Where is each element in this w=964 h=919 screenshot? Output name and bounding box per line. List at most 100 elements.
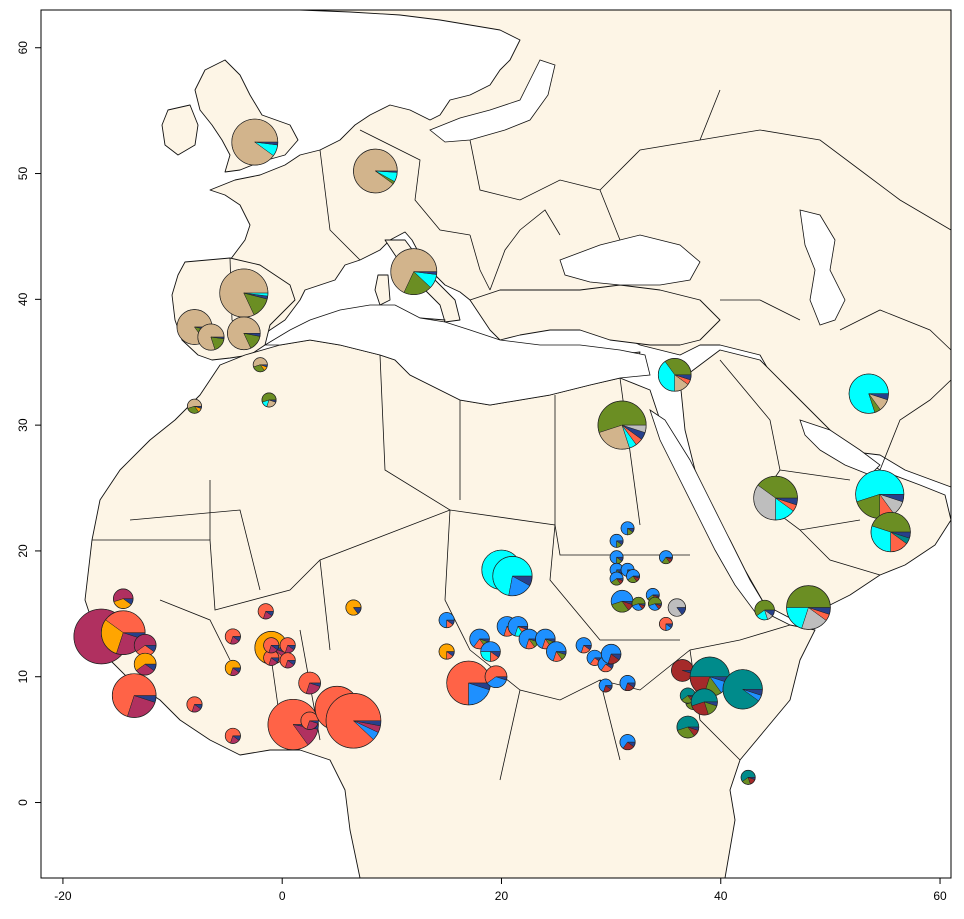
pie-marker	[224, 628, 241, 645]
x-tick-label: 0	[279, 889, 286, 903]
y-tick-label: 20	[16, 544, 30, 558]
pie-outline	[484, 665, 508, 689]
pie-marker	[345, 599, 362, 616]
pie-marker	[227, 316, 261, 351]
pie-marker	[690, 688, 718, 716]
pie-marker	[609, 571, 624, 586]
pie-marker	[870, 511, 911, 553]
pie-marker	[575, 637, 592, 654]
pie-marker	[546, 641, 567, 662]
pie-marker	[722, 669, 763, 710]
pie-marker	[298, 671, 321, 695]
axes-frame	[40, 9, 952, 879]
mediterranean-sea	[263, 304, 651, 406]
pie-marker	[469, 628, 490, 650]
pie-outline	[438, 612, 455, 629]
pie-outline	[575, 637, 592, 654]
pie-outline	[667, 598, 687, 617]
pie-outline	[325, 692, 382, 749]
pie-outline	[267, 698, 319, 751]
pie-marker	[659, 616, 673, 631]
pie-outline	[353, 148, 398, 194]
pie-marker	[620, 521, 635, 536]
pie-marker	[187, 398, 202, 414]
pie-outline	[279, 652, 296, 669]
pie-outline	[690, 688, 718, 716]
pie-outline	[546, 641, 567, 662]
pie-marker	[231, 118, 279, 166]
pie-layer	[73, 118, 911, 785]
pie-marker	[438, 643, 455, 660]
pie-outline	[657, 358, 692, 392]
pie-marker	[619, 734, 636, 751]
pie-outline	[438, 643, 455, 660]
pie-outline	[754, 599, 775, 621]
pie-outline	[786, 585, 831, 630]
pie-outline	[620, 521, 635, 536]
pie-marker	[133, 652, 157, 676]
pie-outline	[609, 571, 624, 586]
pie-marker	[754, 599, 775, 621]
pie-outline	[492, 556, 533, 597]
pie-outline	[597, 400, 647, 450]
pie-outline	[227, 316, 261, 351]
pie-marker	[848, 373, 889, 414]
pie-outline	[224, 659, 241, 676]
y-tick-label: 10	[16, 670, 30, 684]
pie-marker	[390, 248, 438, 296]
pie-marker	[648, 596, 662, 611]
pie-marker	[609, 550, 624, 565]
water-layer	[263, 59, 881, 613]
land-europe-asia	[174, 9, 952, 488]
pie-outline	[390, 248, 438, 296]
pie-outline	[224, 628, 241, 645]
pie-marker	[492, 556, 533, 597]
pie-marker	[446, 660, 491, 706]
caspian-sea	[799, 209, 846, 326]
pie-marker	[480, 641, 501, 662]
pie-marker	[219, 268, 269, 318]
pie-outline	[659, 550, 673, 565]
pie-marker	[224, 659, 241, 676]
pie-marker	[438, 612, 455, 629]
pie-outline	[619, 734, 636, 751]
pie-outline	[300, 711, 319, 730]
pie-outline	[507, 616, 529, 637]
pie-marker	[111, 673, 157, 718]
pie-outline	[252, 357, 268, 373]
pie-outline	[197, 323, 225, 351]
pie-outline	[753, 475, 798, 521]
pie-marker	[257, 603, 274, 620]
land-sardinia	[374, 274, 391, 306]
pie-outline	[133, 652, 157, 676]
pie-marker	[610, 589, 634, 613]
pie-outline	[870, 511, 911, 553]
pie-marker	[740, 769, 756, 785]
pie-outline	[609, 533, 624, 548]
pie-marker	[753, 475, 798, 521]
pie-marker	[855, 469, 905, 519]
pie-outline	[111, 673, 157, 718]
pie-marker	[484, 665, 508, 689]
pie-marker	[261, 392, 277, 408]
x-tick-label: 20	[495, 889, 509, 903]
pie-outline	[480, 641, 501, 662]
pie-marker	[197, 323, 225, 351]
pie-marker	[598, 678, 613, 693]
pie-outline	[186, 696, 203, 713]
pie-outline	[100, 610, 146, 655]
pie-marker	[609, 533, 624, 548]
y-tick-label: 50	[16, 167, 30, 181]
pie-outline	[659, 616, 673, 631]
x-tick-label: 40	[714, 889, 728, 903]
pie-marker	[597, 400, 647, 450]
pie-marker	[263, 637, 280, 654]
pie-marker	[619, 674, 636, 692]
black-sea	[559, 234, 701, 286]
x-tick-label: 60	[933, 889, 947, 903]
pie-marker	[224, 727, 241, 744]
pie-outline	[535, 628, 556, 650]
pie-outline	[469, 628, 490, 650]
pie-marker	[600, 643, 622, 665]
